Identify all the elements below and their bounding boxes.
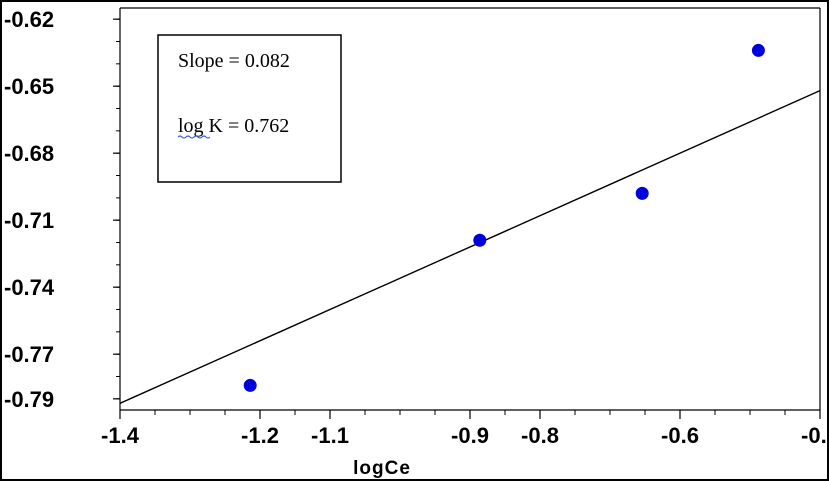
x-tick-label: -0.8 bbox=[521, 423, 559, 448]
annotation-box bbox=[157, 34, 342, 183]
y-tick-label: -0.71 bbox=[4, 208, 54, 233]
data-point bbox=[635, 186, 649, 200]
x-axis-ticks: -1.4 -1.2 -1.1 -0.9 -0.8 -0.6 -0.4 bbox=[101, 410, 829, 448]
x-tick-label: -0.6 bbox=[661, 423, 699, 448]
x-axis-title: logCe bbox=[353, 458, 411, 479]
data-point bbox=[751, 43, 765, 57]
x-tick-label: -0.4 bbox=[801, 423, 829, 448]
x-tick-label: -1.1 bbox=[311, 423, 349, 448]
slope-annotation: Slope = 0.082 bbox=[178, 50, 290, 72]
x-tick-label: -1.2 bbox=[241, 423, 279, 448]
x-tick-label: -1.4 bbox=[101, 423, 140, 448]
y-tick-label: -0.74 bbox=[4, 275, 55, 300]
y-tick-label: -0.79 bbox=[4, 387, 54, 412]
fit-line bbox=[119, 89, 821, 404]
data-point bbox=[243, 378, 257, 392]
plot-marks bbox=[119, 43, 821, 404]
data-point bbox=[473, 233, 487, 247]
y-tick-label: -0.77 bbox=[4, 342, 54, 367]
x-tick-label: -0.9 bbox=[451, 423, 489, 448]
y-tick-label: -0.65 bbox=[4, 74, 54, 99]
spellcheck-underline bbox=[177, 135, 211, 139]
y-tick-label: -0.68 bbox=[4, 141, 54, 166]
y-tick-label: -0.62 bbox=[4, 7, 54, 32]
y-axis-ticks: -0.62 -0.65 -0.68 -0.71 -0.74 -0.77 -0.79 bbox=[4, 7, 120, 412]
logk-annotation: log K = 0.762 bbox=[178, 115, 289, 137]
